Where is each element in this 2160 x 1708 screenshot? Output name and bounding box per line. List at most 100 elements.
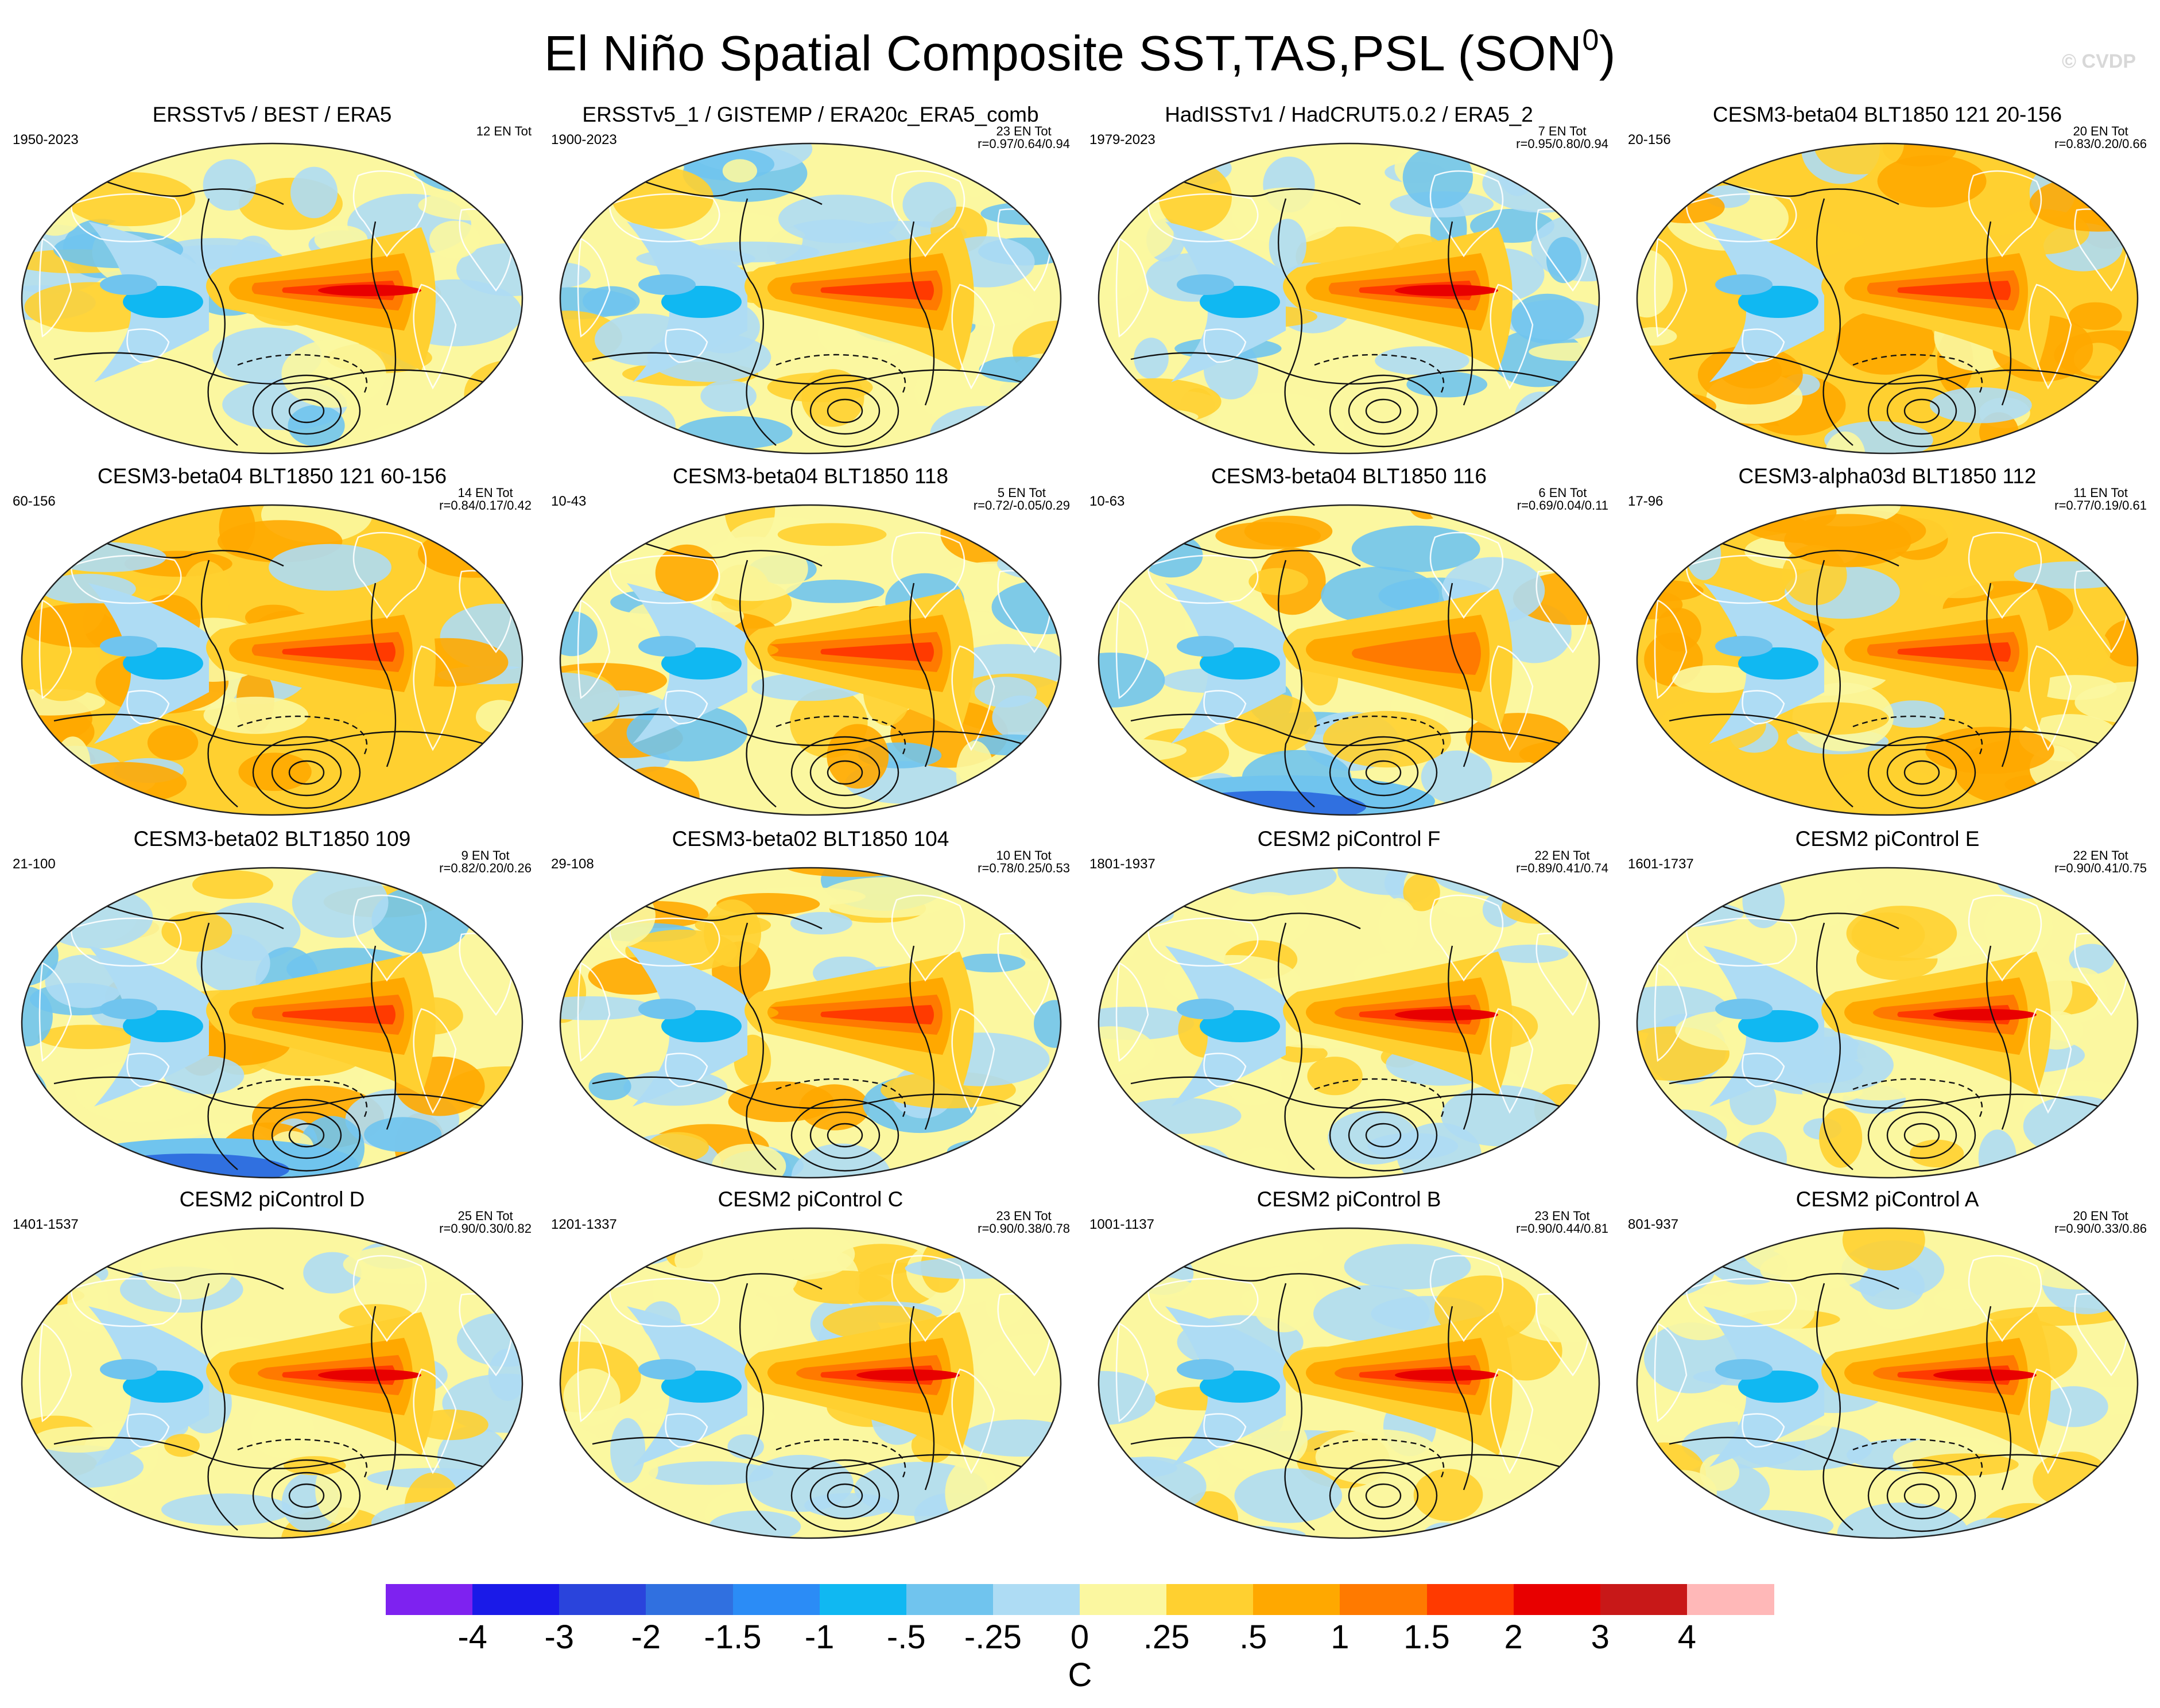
panel-title: CESM3-beta04 BLT1850 118	[673, 464, 948, 488]
psl-contours	[53, 536, 502, 809]
panel-pattern-correlation: r=0.84/0.17/0.42	[439, 498, 532, 513]
robinson-map	[21, 142, 523, 455]
colorbar-tick-label: -4	[457, 1618, 487, 1656]
panel-pattern-correlation: r=0.82/0.20/0.26	[439, 861, 532, 875]
panel-title: CESM2 piControl A	[1796, 1187, 1979, 1211]
robinson-map	[559, 142, 1062, 455]
colorbar-tick-label: -.25	[964, 1618, 1022, 1656]
figure-title-superscript: 0	[1582, 24, 1599, 57]
colorbar-tick-label: -1	[804, 1618, 835, 1656]
panel-pattern-correlation: r=0.90/0.38/0.78	[978, 1221, 1070, 1236]
panel-stats: 25 EN Tot r=0.90/0.30/0.82	[439, 1210, 532, 1235]
psl-contours	[1130, 1259, 1579, 1532]
colorbar-swatch	[1080, 1584, 1167, 1615]
panel-stats: 5 EN Tot r=0.72/-0.05/0.29	[974, 487, 1070, 512]
map-panel: CESM3-beta02 BLT1850 104 29-108 10 EN Tot r…	[541, 826, 1080, 1188]
panel-years: 20-156	[1628, 132, 1671, 147]
robinson-map	[559, 504, 1062, 816]
panel-stats: 22 EN Tot r=0.89/0.41/0.74	[1516, 849, 1608, 875]
colorbar-tick-label: .5	[1239, 1618, 1267, 1656]
colorbar-tick-label: 4	[1677, 1618, 1697, 1656]
panel-event-count: 12 EN Tot	[476, 124, 532, 138]
panel-years: 1801-1937	[1089, 856, 1155, 872]
panel-pattern-correlation: r=0.83/0.20/0.66	[2054, 137, 2147, 151]
panel-pattern-correlation: r=0.89/0.41/0.74	[1516, 861, 1608, 875]
colorbar-swatch	[1600, 1584, 1688, 1615]
panel-stats: 20 EN Tot r=0.83/0.20/0.66	[2054, 125, 2147, 150]
panel-pattern-correlation: r=0.72/-0.05/0.29	[973, 498, 1070, 513]
colorbar-units: C	[1068, 1656, 1092, 1694]
panel-title: CESM3-beta04 BLT1850 116	[1211, 464, 1487, 488]
panel-pattern-correlation: r=0.90/0.30/0.82	[439, 1221, 532, 1236]
colorbar-swatch	[1166, 1584, 1254, 1615]
panel-pattern-correlation: r=0.77/0.19/0.61	[2054, 498, 2147, 513]
colorbar-tick-label: -2	[631, 1618, 661, 1656]
colorbar-swatch	[559, 1584, 646, 1615]
colorbar-swatch	[1340, 1584, 1427, 1615]
colorbar-swatch	[1253, 1584, 1340, 1615]
psl-contours	[53, 174, 502, 448]
map-panel: CESM2 piControl C 1201-1337 23 EN Tot r=0.9…	[541, 1187, 1080, 1548]
map-panel: CESM3-beta04 BLT1850 118 10-43 5 EN Tot r=0…	[541, 464, 1080, 825]
figure-title-end: )	[1599, 26, 1616, 81]
panel-years: 1979-2023	[1089, 132, 1155, 147]
colorbar-swatch	[472, 1584, 560, 1615]
panel-years: 10-63	[1089, 494, 1125, 509]
panel-event-count: 25 EN Tot	[457, 1209, 513, 1223]
panel-title: ERSSTv5_1 / GISTEMP / ERA20c_ERA5_comb	[582, 103, 1039, 126]
psl-contours	[592, 174, 1041, 448]
panel-event-count: 20 EN Tot	[2073, 1209, 2128, 1223]
map-panel: CESM3-beta04 BLT1850 121 60-156 60-156 14 …	[2, 464, 542, 825]
panel-stats: 12 EN Tot	[476, 125, 532, 138]
robinson-map	[1098, 142, 1600, 455]
panel-event-count: 7 EN Tot	[1538, 124, 1587, 138]
colorbar-tick-label: 1	[1331, 1618, 1349, 1656]
panel-years: 60-156	[13, 494, 56, 509]
panel-title: CESM3-beta02 BLT1850 109	[133, 827, 411, 851]
panel-stats: 23 EN Tot r=0.97/0.64/0.94	[978, 125, 1070, 150]
map-panel: CESM3-beta04 BLT1850 121 20-156 20-156 20 …	[1618, 102, 2157, 464]
anomaly-field	[560, 868, 1061, 1178]
panel-stats: 23 EN Tot r=0.90/0.44/0.81	[1516, 1210, 1608, 1235]
panel-years: 1900-2023	[551, 132, 617, 147]
panel-event-count: 23 EN Tot	[996, 1209, 1052, 1223]
map-panel: CESM3-beta04 BLT1850 116 10-63 6 EN Tot r=0…	[1079, 464, 1619, 825]
anomaly-field	[22, 1228, 522, 1538]
cvdp-watermark: © CVDP	[2062, 51, 2136, 72]
panel-title: ERSSTv5 / BEST / ERA5	[152, 103, 392, 126]
robinson-map	[1636, 142, 2139, 455]
panel-stats: 22 EN Tot r=0.90/0.41/0.75	[2054, 849, 2147, 875]
panel-years: 21-100	[13, 856, 56, 872]
colorbar-swatch	[386, 1584, 473, 1615]
colorbar-swatch	[1426, 1584, 1514, 1615]
panel-title: CESM2 piControl F	[1257, 827, 1441, 851]
figure-title: El Niño Spatial Composite SST,TAS,PSL (S…	[0, 15, 2160, 83]
panel-pattern-correlation: r=0.97/0.64/0.94	[978, 137, 1070, 151]
colorbar-swatch	[819, 1584, 907, 1615]
psl-contours	[53, 1259, 502, 1532]
map-panel: CESM2 piControl E 1601-1737 22 EN Tot r=0.9…	[1618, 826, 2157, 1188]
map-panel: HadISSTv1 / HadCRUT5.0.2 / ERA5_2 1979-20…	[1079, 102, 1619, 464]
psl-contours	[592, 899, 1041, 1172]
panel-years: 1201-1337	[551, 1217, 617, 1232]
psl-contours	[53, 899, 502, 1172]
panel-stats: 7 EN Tot r=0.95/0.80/0.94	[1516, 125, 1608, 150]
robinson-map	[1098, 504, 1600, 816]
panel-stats: 10 EN Tot r=0.78/0.25/0.53	[978, 849, 1070, 875]
panel-title: CESM3-alpha03d BLT1850 112	[1738, 464, 2037, 488]
panel-years: 801-937	[1628, 1217, 1679, 1232]
psl-contours	[1669, 1259, 2118, 1532]
psl-contours	[1669, 536, 2118, 809]
robinson-map	[1098, 867, 1600, 1179]
colorbar-tick-label: 2	[1504, 1618, 1523, 1656]
robinson-map	[1636, 1227, 2139, 1539]
panel-event-count: 6 EN Tot	[1538, 486, 1587, 500]
panel-stats: 9 EN Tot r=0.82/0.20/0.26	[439, 849, 532, 875]
panel-years: 1950-2023	[13, 132, 79, 147]
figure-title-text: El Niño Spatial Composite SST,TAS,PSL (S…	[544, 26, 1583, 81]
psl-contours	[1130, 174, 1579, 448]
panel-years: 29-108	[551, 856, 594, 872]
colorbar-swatch	[1513, 1584, 1601, 1615]
panel-stats: 20 EN Tot r=0.90/0.33/0.86	[2054, 1210, 2147, 1235]
colorbar-tick-label: -3	[544, 1618, 575, 1656]
